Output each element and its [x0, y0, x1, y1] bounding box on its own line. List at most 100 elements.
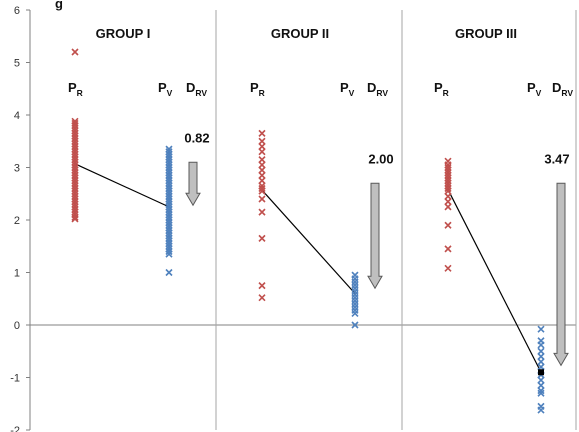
data-point-cross — [71, 203, 79, 211]
data-point-cross — [71, 135, 79, 143]
data-point-cross — [71, 195, 79, 203]
data-point-cross — [71, 190, 79, 198]
data-point-cross — [165, 242, 173, 250]
data-point-cross — [351, 309, 359, 318]
data-point-cross — [71, 205, 79, 214]
y-tick-label: -1 — [10, 373, 20, 385]
data-point-cross — [71, 145, 79, 153]
data-point-cross — [71, 48, 79, 56]
data-point-cross — [258, 184, 266, 193]
group-title: GROUP I — [96, 26, 151, 41]
group-panel: GROUP III PR PV DRV 3.47 — [434, 26, 573, 414]
data-point-cross — [537, 358, 545, 366]
mean-marker — [538, 369, 544, 376]
data-point-cross — [537, 341, 545, 349]
data-point-cross — [71, 121, 79, 130]
group-title: GROUP III — [455, 26, 517, 41]
data-point-cross — [165, 198, 173, 206]
data-point-cross — [71, 142, 79, 151]
y-tick-label: 1 — [14, 268, 20, 280]
data-point-cross — [165, 219, 173, 227]
data-point-cross — [258, 195, 266, 203]
data-point-cross — [71, 177, 79, 185]
data-point-cross — [258, 294, 266, 302]
data-point-cross — [165, 190, 173, 198]
data-point-cross — [165, 237, 173, 245]
data-point-cross — [71, 166, 79, 174]
data-point-cross — [444, 179, 452, 187]
data-point-cross — [165, 205, 173, 214]
data-point-cross — [165, 187, 173, 195]
data-point-cross — [71, 140, 79, 148]
data-point-cross — [71, 150, 79, 158]
data-point-cross — [71, 179, 79, 187]
data-point-cross — [444, 182, 452, 190]
data-point-cross — [444, 177, 452, 185]
pr-label: PR — [250, 80, 265, 98]
drv-value: 3.47 — [544, 151, 569, 166]
data-point-cross — [444, 166, 452, 174]
data-point-cross — [444, 169, 452, 177]
data-point-cross — [258, 129, 266, 137]
data-point-cross — [258, 234, 266, 242]
data-point-cross — [165, 192, 173, 200]
pr-label: PR — [68, 80, 83, 98]
data-point-cross — [537, 406, 545, 414]
data-point-cross — [71, 158, 79, 166]
data-point-cross — [165, 174, 173, 182]
data-point-cross — [165, 169, 173, 177]
data-point-cross — [71, 124, 79, 132]
data-point-cross — [71, 182, 79, 190]
drv-label: DRV — [186, 80, 207, 98]
data-point-cross — [258, 182, 266, 190]
data-point-cross — [71, 184, 79, 193]
data-point-cross — [258, 171, 266, 179]
data-point-cross — [444, 174, 452, 182]
data-point-cross — [351, 321, 359, 329]
mean-connector-line — [74, 163, 170, 208]
data-point-cross — [71, 200, 79, 208]
data-point-cross — [71, 161, 79, 169]
data-point-cross — [537, 376, 545, 384]
data-point-cross — [537, 352, 545, 361]
data-point-cross — [258, 137, 266, 145]
pv-label: PV — [158, 80, 173, 98]
data-point-cross — [537, 389, 545, 397]
pr-label: PR — [434, 80, 449, 98]
y-tick-label: 4 — [14, 110, 20, 122]
data-point-cross — [165, 203, 173, 211]
data-point-cross — [165, 177, 173, 185]
data-point-cross — [444, 184, 452, 193]
data-point-cross — [165, 195, 173, 203]
data-point-cross — [71, 215, 79, 223]
y-axis: -2 -1 0 1 2 3 4 5 6 — [10, 5, 576, 432]
data-point-cross — [258, 177, 266, 185]
group-title: GROUP II — [271, 26, 329, 41]
data-point-cross — [71, 137, 79, 145]
drv-arrow — [367, 182, 383, 290]
data-point-cross — [165, 148, 173, 156]
data-point-cross — [444, 198, 452, 206]
data-point-cross — [165, 247, 173, 256]
data-point-cross — [71, 148, 79, 156]
data-point-cross — [165, 171, 173, 179]
data-point-cross — [71, 192, 79, 200]
data-point-cross — [165, 145, 173, 153]
data-point-cross — [537, 325, 545, 333]
data-point-cross — [444, 187, 452, 195]
data-point-cross — [444, 171, 452, 179]
drv-arrow — [185, 161, 201, 207]
data-point-cross — [71, 156, 79, 164]
data-point-cross — [165, 250, 173, 258]
data-point-cross — [165, 163, 173, 172]
data-point-cross — [71, 169, 79, 177]
y-tick-label: 3 — [14, 163, 20, 175]
data-point-cross — [444, 192, 452, 200]
data-point-cross — [444, 264, 452, 272]
y-tick-label: 0 — [14, 320, 20, 332]
data-point-cross — [165, 150, 173, 158]
pv-label: PV — [527, 80, 542, 98]
data-point-cross — [165, 213, 173, 221]
